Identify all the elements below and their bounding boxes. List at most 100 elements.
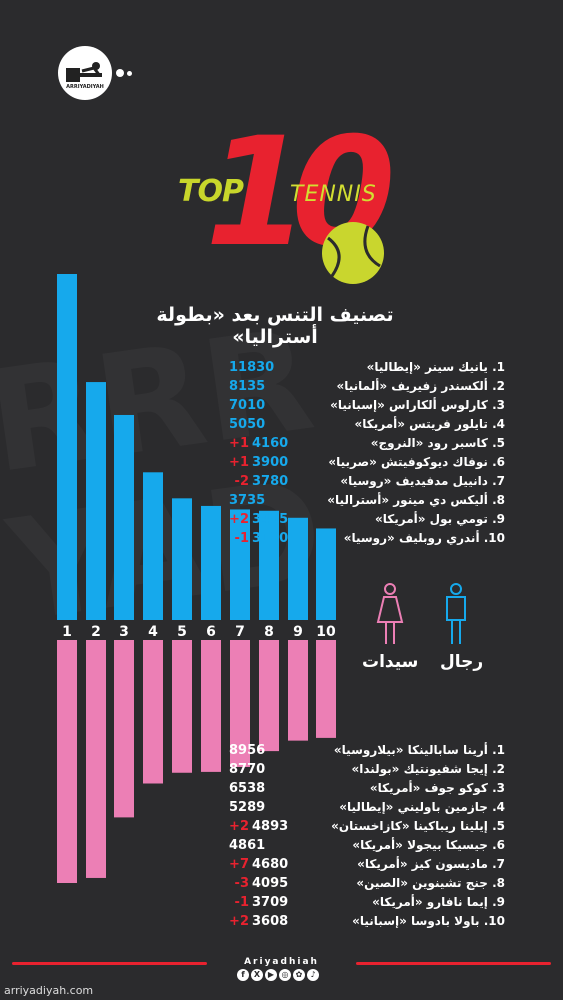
- player-points: 3608: [252, 914, 289, 929]
- player-name: 10. باولا بادوسا «إسبانيا»: [352, 914, 505, 928]
- women-rank-row: 8. جنج تشينوين «الصين» -3 4095: [225, 876, 515, 895]
- men-rank-row: 8. أليكس دي مينور «أستراليا» 3735: [225, 493, 515, 512]
- x-tick-label: 3: [119, 624, 129, 640]
- x-tick-label: 10: [316, 624, 336, 640]
- rank-change: +1: [229, 455, 249, 470]
- player-points: 4160: [252, 436, 289, 451]
- legend-men-label: رجال: [440, 652, 484, 672]
- player-name: 10. أندري روبليف «روسيا»: [343, 531, 505, 545]
- legend-women-label: سيدات: [362, 652, 419, 672]
- woman-icon: [376, 583, 404, 644]
- player-points: 4893: [252, 819, 289, 834]
- logo-dot-icon: [116, 69, 124, 77]
- player-name: 7. ماديسون كيز «أمريكا»: [357, 857, 505, 871]
- men-bar: [143, 472, 163, 620]
- women-rank-row: 4. جازمين باوليني «إيطاليا» 5289: [225, 800, 515, 819]
- player-name: 9. إيما نافارو «أمريكا»: [372, 895, 505, 909]
- player-name: 8. أليكس دي مينور «أستراليا»: [327, 493, 505, 507]
- rank-change: -3: [234, 876, 249, 891]
- x-tick-label: 7: [235, 624, 245, 640]
- women-rank-row: 6. جيسيكا بيجولا «أمريكا» 4861: [225, 838, 515, 857]
- footer-url[interactable]: arriyadiyah.com: [4, 984, 94, 997]
- women-bar: [114, 640, 134, 818]
- women-rank-row: 1. أرينا سابالينكا «بيلاروسيا» 8956: [225, 743, 515, 762]
- title-top: TOP: [178, 174, 244, 209]
- x-tick-label: 8: [264, 624, 274, 640]
- player-name: 3. كارلوس ألكاراس «إسبانيا»: [330, 398, 505, 412]
- man-icon: [446, 583, 466, 644]
- instagram-icon[interactable]: ◎: [279, 969, 291, 981]
- player-points: 8956: [229, 743, 266, 758]
- logo-wordmark: ARRIYADIYAH: [66, 84, 104, 90]
- x-tick-label: 5: [177, 624, 187, 640]
- player-name: 4. تايلور فريتس «أمريكا»: [354, 417, 506, 431]
- footer-brand: Ariyadhiah: [244, 957, 319, 967]
- x-tick-label: 4: [148, 624, 158, 640]
- player-points: 8135: [229, 379, 266, 394]
- rank-change: +2: [229, 819, 249, 834]
- player-name: 8. جنج تشينوين «الصين»: [356, 876, 505, 890]
- men-rank-row: 7. دانييل مدفيديف «روسيا» -2 3780: [225, 474, 515, 493]
- x-tick-label: 1: [62, 624, 72, 640]
- player-name: 9. تومي بول «أمريكا»: [375, 512, 505, 526]
- tiktok-icon[interactable]: ♪: [307, 969, 319, 981]
- x-icon[interactable]: X: [251, 969, 263, 981]
- player-points: 6538: [229, 781, 266, 796]
- women-bar: [230, 640, 250, 767]
- player-points: 7010: [229, 398, 266, 413]
- men-rank-row: 10. أندري روبليف «روسيا» -1 3130: [225, 531, 515, 550]
- player-points: 5289: [229, 800, 266, 815]
- rank-change: -1: [234, 895, 249, 910]
- footer-divider-left: [12, 962, 207, 965]
- women-bar: [288, 640, 308, 741]
- player-points: 3900: [252, 455, 289, 470]
- player-points: 3495: [252, 512, 289, 527]
- rank-change: +2: [229, 512, 249, 527]
- women-bar: [143, 640, 163, 784]
- tennis-ball-icon: [322, 222, 384, 284]
- women-rank-row: 2. إيجا شفيونتيك «بولندا» 8770: [225, 762, 515, 781]
- player-points: 3130: [252, 531, 289, 546]
- rank-change: +2: [229, 914, 249, 929]
- player-points: 3709: [252, 895, 289, 910]
- snapchat-icon[interactable]: ✿: [293, 969, 305, 981]
- player-points: 4095: [252, 876, 289, 891]
- women-bar: [316, 640, 336, 738]
- logo-icon: [66, 62, 102, 82]
- women-bar: [172, 640, 192, 773]
- women-rank-row: 3. كوكو جوف «أمريكا» 6538: [225, 781, 515, 800]
- women-rank-row: 7. ماديسون كيز «أمريكا» +7 4680: [225, 857, 515, 876]
- rank-change: +1: [229, 436, 249, 451]
- women-rank-row: 10. باولا بادوسا «إسبانيا» +2 3608: [225, 914, 515, 933]
- men-ranking-list: 1. يانيك سينر «إيطاليا» 11830 2. ألكسندر ز…: [225, 360, 515, 560]
- player-name: 6. جيسيكا بيجولا «أمريكا»: [352, 838, 505, 852]
- women-bar: [201, 640, 221, 772]
- rank-change: +7: [229, 857, 249, 872]
- player-name: 2. ألكسندر زفيريف «ألمانيا»: [336, 379, 505, 393]
- player-points: 5050: [229, 417, 266, 432]
- player-name: 6. نوفاك ديوكوفيتش «صربيا»: [328, 455, 505, 469]
- player-name: 7. دانييل مدفيديف «روسيا»: [340, 474, 505, 488]
- men-bar: [86, 382, 106, 620]
- facebook-icon[interactable]: f: [237, 969, 249, 981]
- men-bar: [259, 510, 279, 620]
- x-tick-label: 6: [206, 624, 216, 640]
- player-name: 1. أرينا سابالينكا «بيلاروسيا»: [333, 743, 505, 757]
- women-rank-row: 5. إيلينا ريباكينا «كازاخستان» +2 4893: [225, 819, 515, 838]
- player-name: 3. كوكو جوف «أمريكا»: [369, 781, 505, 795]
- women-ranking-list: 1. أرينا سابالينكا «بيلاروسيا» 8956 2. إيج…: [225, 743, 515, 943]
- women-bar: [259, 640, 279, 752]
- footer-divider-right: [356, 962, 551, 965]
- men-rank-row: 6. نوفاك ديوكوفيتش «صربيا» +1 3900: [225, 455, 515, 474]
- player-name: 1. يانيك سينر «إيطاليا»: [366, 360, 505, 374]
- men-rank-row: 1. يانيك سينر «إيطاليا» 11830: [225, 360, 515, 379]
- men-bar: [230, 509, 250, 620]
- x-tick-label: 2: [91, 624, 101, 640]
- brand-logo[interactable]: ARRIYADIYAH: [58, 46, 112, 100]
- rank-change: -1: [234, 531, 249, 546]
- player-name: 5. كاسبر رود «النروج»: [370, 436, 505, 450]
- youtube-icon[interactable]: ▶: [265, 969, 277, 981]
- rank-change: -2: [234, 474, 249, 489]
